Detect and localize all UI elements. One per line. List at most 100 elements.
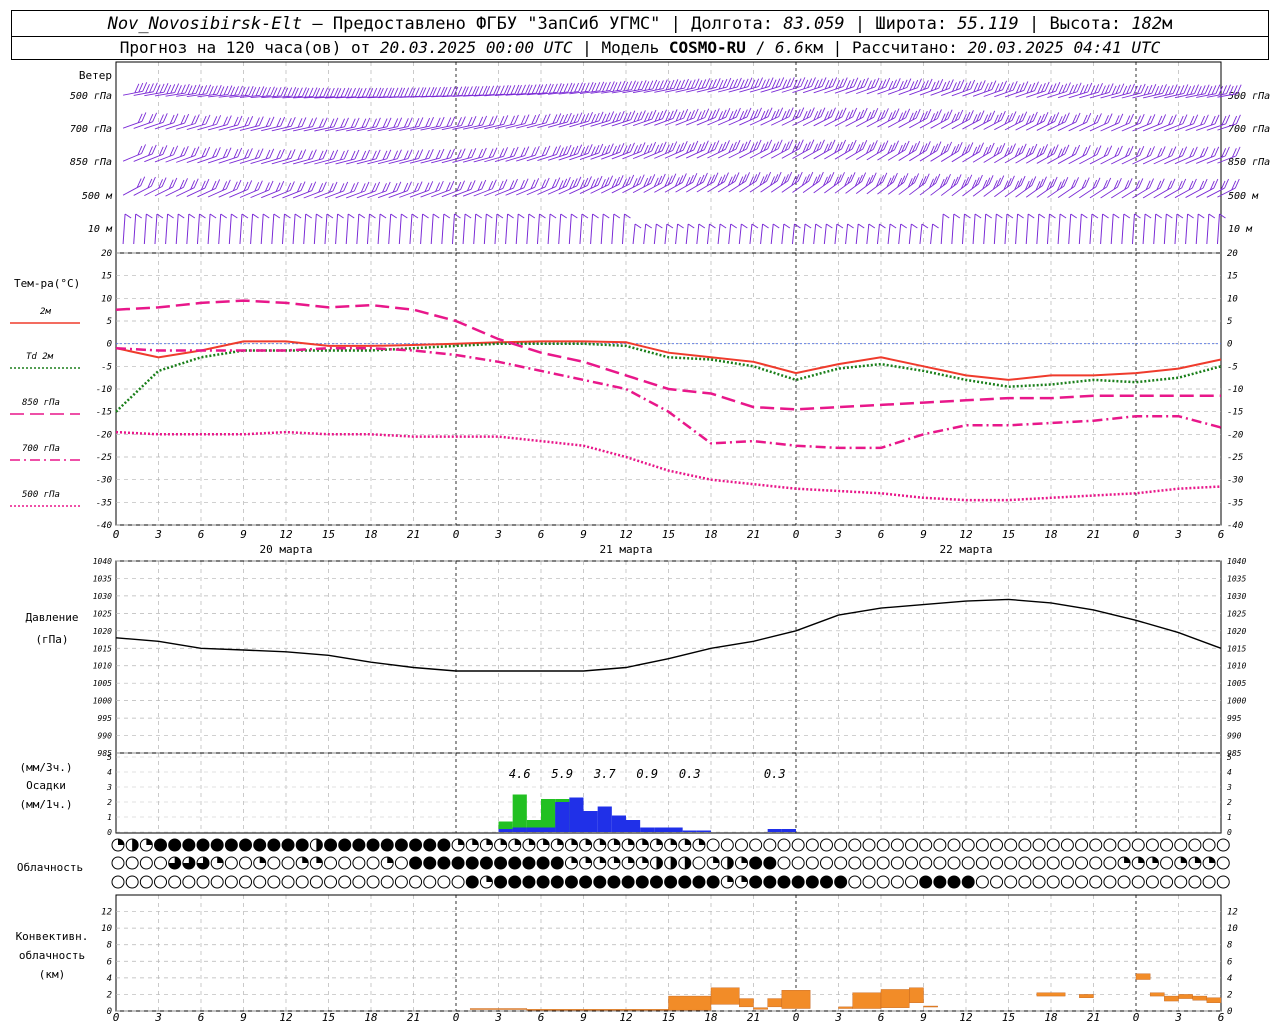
wind-barb [1203, 146, 1209, 156]
cloud-circle [224, 838, 238, 852]
wind-barb [983, 83, 989, 93]
wind-barb [815, 223, 822, 229]
precip-bar-blue [512, 827, 527, 832]
cloud-symbol [635, 838, 649, 852]
temp-tick-left: 0 [107, 340, 112, 350]
wind-barb [1178, 148, 1184, 158]
wind-barb [344, 87, 350, 98]
cloud-symbol [182, 875, 196, 889]
wind-barb [488, 148, 494, 158]
wind-barb [569, 147, 575, 157]
wind-barb [250, 157, 270, 165]
cloud-symbol [550, 838, 564, 852]
wind-barb [767, 107, 773, 117]
wind-barb [1158, 85, 1164, 95]
wind-barb [830, 139, 836, 150]
wind-barb [759, 176, 765, 186]
cloud-quarter [557, 839, 564, 845]
wind-barb [446, 149, 452, 159]
wind-barb [283, 87, 289, 98]
wind-barb [297, 118, 303, 128]
wind-barb [1050, 114, 1056, 124]
pressure-tick-right: 1020 [1227, 627, 1246, 636]
wind-barb [940, 150, 959, 162]
conv-x-tick: 6 [878, 1011, 885, 1024]
wind-barb [690, 110, 695, 120]
wind-barb [781, 85, 802, 93]
station-name: Nov_Novosibirsk-Elt [107, 14, 303, 34]
wind-barb [503, 85, 509, 95]
wind-barb [771, 110, 776, 121]
cloud-symbol [692, 856, 706, 870]
wind-barb [229, 188, 248, 198]
wind-barb [1144, 213, 1152, 219]
conv-tick-right: 10 [1227, 924, 1238, 934]
wind-barb [1004, 213, 1008, 245]
wind-barb [259, 86, 265, 96]
wind-barb [234, 86, 240, 96]
wind-barb [1111, 85, 1117, 95]
wind-barb [672, 141, 678, 151]
wind-barb [616, 112, 621, 122]
wind-barb [308, 118, 314, 128]
precip-tick-right: 5 [1227, 753, 1232, 762]
cloud-quarter [585, 857, 592, 863]
wind-barb [965, 111, 971, 122]
wind-barb [738, 223, 742, 245]
wind-barb [1004, 152, 1023, 164]
wind-barb [820, 107, 826, 117]
wind-barb [430, 213, 434, 245]
cloud-quarter [585, 839, 592, 845]
wind-barb [462, 124, 483, 130]
cloud-symbol [1145, 838, 1159, 852]
wind-barb [751, 223, 759, 229]
wind-barb [1071, 146, 1077, 157]
wind-barb [393, 118, 399, 128]
wind-barb [876, 144, 882, 154]
wind-barb [902, 79, 908, 90]
wind-barb [1142, 187, 1161, 199]
wind-barb [519, 180, 525, 190]
cloud-quarter [613, 839, 620, 845]
cloud-quarter [472, 839, 479, 845]
wind-barb [537, 121, 557, 128]
wind-barb [1026, 120, 1045, 131]
pressure-tick-right: 1000 [1227, 697, 1246, 706]
wind-barb [494, 213, 498, 245]
wind-barb [1011, 111, 1017, 121]
temp-x-tick: 9 [920, 528, 927, 541]
wind-barb [355, 87, 360, 98]
wind-barb [622, 183, 641, 194]
cloud-circle [550, 856, 564, 870]
wind-barb [1091, 213, 1099, 219]
wind-barb [350, 118, 356, 128]
wind-barb [689, 174, 694, 185]
wind-barb [983, 119, 1002, 130]
cloud-symbol [919, 838, 933, 852]
wind-barb [196, 213, 200, 245]
wind-barb [722, 78, 728, 89]
wind-barb [376, 87, 382, 97]
wind-barb [666, 223, 674, 229]
wind-barb [886, 177, 892, 188]
wind-barb [569, 120, 589, 128]
wind-barb [340, 118, 346, 128]
wind-barb [1036, 153, 1055, 164]
wind-barb [547, 213, 551, 245]
wind-barb [791, 223, 795, 245]
cloud-half [670, 857, 677, 869]
wind-barb [202, 85, 208, 95]
precip-axis-label3: (мм/1ч.) [20, 798, 73, 811]
temp-x-tick: 21 [1087, 528, 1100, 541]
wind-barb [534, 178, 540, 188]
cloud-quarter [1138, 857, 1145, 863]
wind-barb [1215, 84, 1221, 94]
wind-barb [739, 110, 745, 121]
wind-barb [133, 213, 137, 245]
wind-barb [420, 125, 441, 131]
wind-barb [608, 143, 614, 153]
temp-x-tick: 15 [322, 528, 335, 541]
precip-bar-blue [583, 811, 598, 832]
cloud-symbol [1131, 838, 1145, 852]
conv-segment [767, 998, 783, 1008]
